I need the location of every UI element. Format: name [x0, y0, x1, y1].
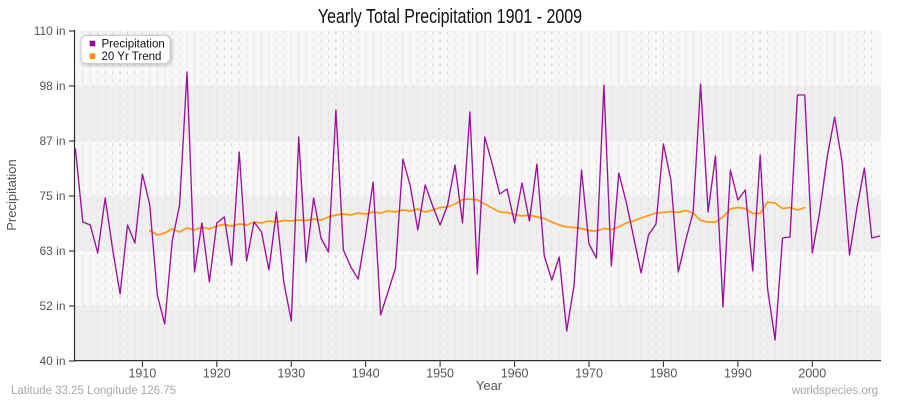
svg-text:worldspecies.org: worldspecies.org	[791, 385, 878, 397]
svg-text:1920: 1920	[203, 367, 231, 381]
svg-text:1950: 1950	[426, 367, 454, 381]
svg-text:1940: 1940	[352, 367, 380, 381]
svg-text:1970: 1970	[575, 367, 603, 381]
svg-text:87 in: 87 in	[39, 134, 65, 148]
svg-text:98 in: 98 in	[39, 79, 65, 93]
svg-text:75 in: 75 in	[39, 189, 65, 203]
svg-text:110 in: 110 in	[34, 24, 66, 38]
svg-text:63 in: 63 in	[39, 244, 65, 258]
svg-text:Latitude 33.25 Longitude 126.7: Latitude 33.25 Longitude 126.75	[11, 385, 176, 397]
svg-text:52 in: 52 in	[39, 299, 65, 313]
svg-text:40 in: 40 in	[39, 354, 65, 368]
svg-text:1990: 1990	[724, 367, 752, 381]
svg-text:Precipitation: Precipitation	[102, 39, 165, 51]
svg-text:Precipitation: Precipitation	[4, 159, 19, 231]
svg-text:1980: 1980	[649, 367, 677, 381]
svg-text:Year: Year	[476, 378, 503, 393]
svg-text:1910: 1910	[128, 367, 156, 381]
svg-text:20 Yr Trend: 20 Yr Trend	[102, 51, 162, 63]
svg-text:Yearly Total Precipitation 190: Yearly Total Precipitation 1901 - 2009	[318, 5, 582, 27]
svg-text:1930: 1930	[277, 367, 305, 381]
svg-text:1960: 1960	[501, 367, 529, 381]
svg-text:2000: 2000	[798, 367, 826, 381]
